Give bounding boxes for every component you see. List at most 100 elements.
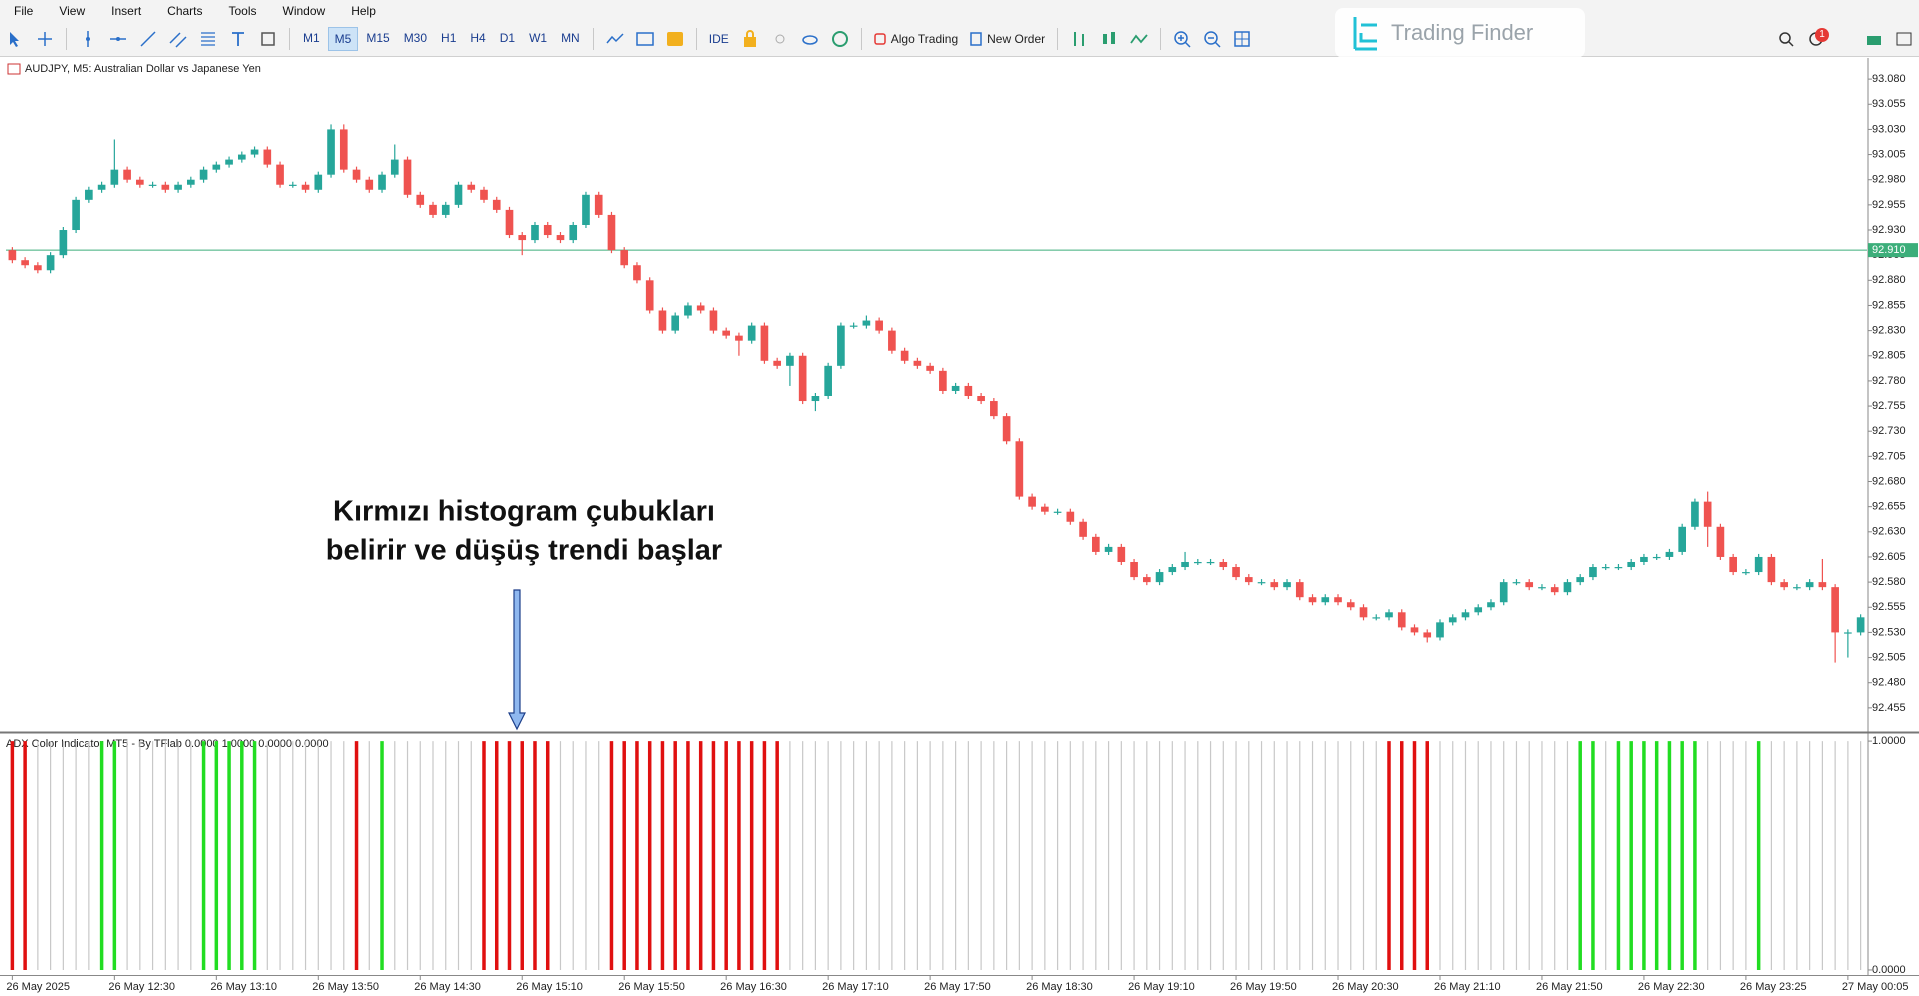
separator: [1160, 28, 1162, 50]
line-icon[interactable]: [1128, 28, 1150, 50]
search-icon[interactable]: [1775, 28, 1797, 50]
candle-body: [1474, 607, 1483, 613]
candle-body: [1206, 561, 1215, 564]
candle-body: [1550, 587, 1559, 593]
timeframe-button[interactable]: H4: [470, 31, 486, 45]
candle-body: [454, 184, 463, 205]
candle-body: [123, 169, 131, 180]
candle-body: [913, 360, 922, 366]
algo-trading-button[interactable]: Algo Trading: [868, 32, 964, 46]
timeframe-button[interactable]: MN: [561, 31, 580, 45]
timeframe-button[interactable]: M5: [327, 27, 359, 51]
candle-body: [288, 184, 297, 186]
dollar-icon[interactable]: [664, 28, 686, 50]
hline-icon[interactable]: [107, 28, 129, 50]
candle-body: [1576, 577, 1585, 583]
candle-body: [441, 204, 450, 215]
crosshair-icon[interactable]: [34, 28, 56, 50]
bid-label: 92.910: [1872, 244, 1906, 256]
y-tick-label: 92.630: [1872, 526, 1906, 538]
menu-item[interactable]: Help: [351, 4, 376, 18]
candle-body: [1257, 582, 1266, 584]
window-icon[interactable]: [1893, 28, 1915, 50]
candle-body: [1805, 582, 1814, 588]
candle-body: [569, 224, 578, 241]
menu-item[interactable]: Charts: [167, 4, 203, 18]
chart-type-icon[interactable]: [604, 28, 626, 50]
candle-body: [888, 330, 896, 351]
fibo-icon[interactable]: [197, 28, 219, 50]
candle-body: [696, 305, 705, 311]
candle-body: [1372, 617, 1381, 619]
menu-item[interactable]: Window: [282, 4, 326, 18]
candle-body: [378, 174, 386, 190]
y-tick-label: 92.455: [1872, 702, 1906, 714]
candles-icon[interactable]: [1098, 28, 1120, 50]
y-tick-label: 92.680: [1872, 475, 1906, 487]
shapes-icon[interactable]: [257, 28, 279, 50]
timeframe-button[interactable]: M30: [403, 31, 428, 45]
chart-background: [0, 58, 1919, 996]
zoom-in-icon[interactable]: [1171, 28, 1193, 50]
zoom-out-icon[interactable]: [1201, 28, 1223, 50]
menu-item[interactable]: File: [14, 4, 34, 18]
candle-body: [161, 184, 170, 190]
timeframe-button[interactable]: H1: [441, 31, 457, 45]
candle-body: [1270, 582, 1279, 588]
candle-body: [1244, 577, 1253, 583]
grid-icon[interactable]: [1231, 28, 1253, 50]
new-order-button[interactable]: New Order: [964, 32, 1051, 46]
candle-body: [926, 365, 934, 371]
candle-body: [875, 320, 883, 331]
menu-bar: File View Insert Charts Tools Window Help: [0, 0, 1919, 22]
text-icon[interactable]: [227, 28, 249, 50]
timeframe-button[interactable]: D1: [499, 31, 516, 45]
x-tick-label: 26 May 17:50: [924, 981, 991, 993]
bars-icon[interactable]: [1068, 28, 1090, 50]
y-tick-label: 92.780: [1872, 375, 1906, 387]
x-tick-label: 26 May 13:50: [312, 981, 379, 993]
x-tick-label: 26 May 19:50: [1230, 981, 1297, 993]
separator: [695, 28, 697, 50]
vline-icon[interactable]: [77, 28, 99, 50]
candle-body: [684, 305, 692, 316]
cloud-icon[interactable]: [799, 28, 821, 50]
menu-item[interactable]: View: [59, 4, 86, 18]
menu-item[interactable]: Tools: [228, 4, 257, 18]
candle-body: [543, 224, 552, 236]
candle-body: [1793, 587, 1801, 589]
candle-body: [1716, 526, 1725, 557]
signal-icon[interactable]: [769, 28, 791, 50]
timeframe-button[interactable]: M1: [303, 31, 320, 45]
candle-body: [824, 365, 832, 397]
ide-button[interactable]: IDE: [708, 32, 729, 46]
cursor-icon[interactable]: [4, 28, 26, 50]
y-tick-label: 92.855: [1872, 299, 1906, 311]
candle-body: [1117, 546, 1126, 562]
trendline-icon[interactable]: [137, 28, 159, 50]
candle-body: [849, 325, 858, 327]
candle-body: [1856, 617, 1865, 633]
vps-icon[interactable]: [829, 28, 851, 50]
candle-body: [951, 385, 960, 391]
y-tick-label: 93.005: [1872, 148, 1906, 160]
timeframe-button[interactable]: W1: [529, 31, 548, 45]
template-icon[interactable]: [634, 28, 656, 50]
candle-body: [1844, 632, 1852, 634]
y-tick-label: 92.880: [1872, 274, 1906, 286]
menu-item[interactable]: Insert: [111, 4, 142, 18]
lock-icon[interactable]: [739, 28, 761, 50]
candle-body: [964, 385, 973, 397]
candle-body: [1410, 627, 1419, 633]
channel-icon[interactable]: [167, 28, 189, 50]
candle-body: [862, 320, 871, 326]
y-tick-label: 92.805: [1872, 350, 1906, 362]
candle-body: [314, 174, 323, 190]
separator: [289, 28, 290, 50]
order-icon: [970, 32, 982, 46]
candle-body: [250, 149, 259, 155]
x-tick-label: 26 May 19:10: [1128, 981, 1195, 993]
candle-body: [1525, 582, 1534, 588]
candle-body: [1652, 556, 1661, 559]
timeframe-button[interactable]: M15: [366, 31, 390, 45]
